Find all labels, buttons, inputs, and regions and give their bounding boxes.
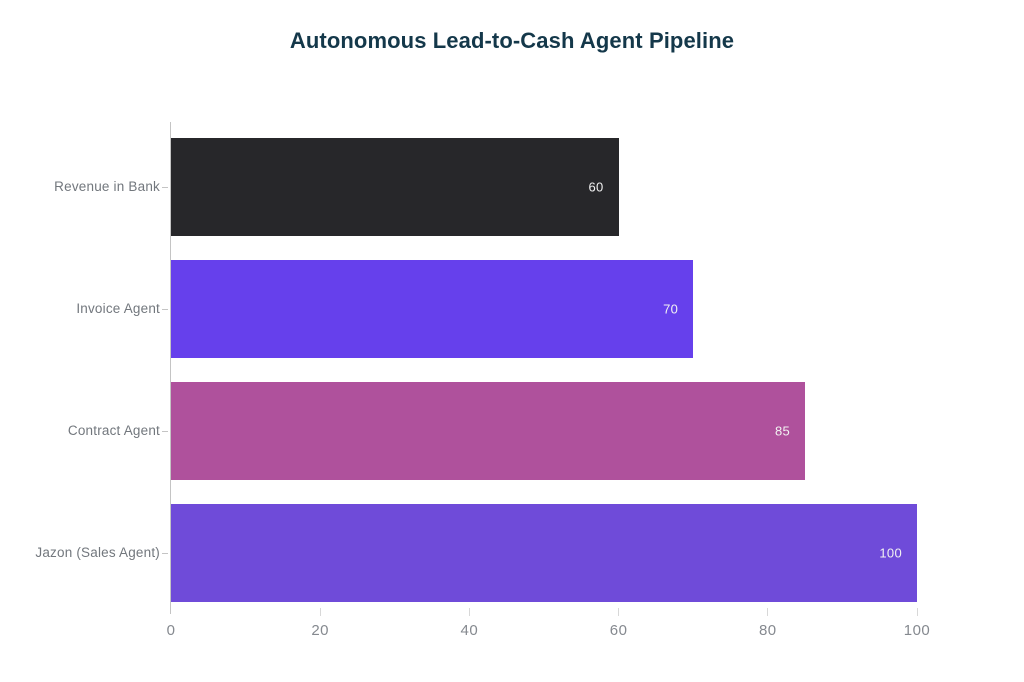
x-tick-mark [468,608,470,616]
x-tick-label: 80 [758,622,777,639]
bar-invoice-agent: 70 [171,260,694,358]
category-tick-mark [162,309,168,310]
bar-value-label: 85 [775,423,791,439]
bar-revenue-in-bank: 60 [171,138,619,236]
category-tick-mark [162,553,168,554]
x-tick-label: 100 [903,622,931,639]
chart-title: Autonomous Lead-to-Cash Agent Pipeline [289,28,735,53]
x-tick-mark [916,608,918,616]
bar-value-label: 70 [663,301,679,317]
x-tick-label: 60 [609,622,628,639]
plot-area: 60 70 85 100 Revenue in Bank Invoice Agent Co… [35,122,930,639]
bar-value-label: 100 [879,545,902,561]
category-label: Invoice Agent [76,301,160,316]
x-tick-label: 20 [311,622,330,639]
y-axis-line [170,122,171,614]
category-label: Revenue in Bank [54,179,160,194]
bar-value-label: 60 [588,179,604,195]
x-tick-mark [618,608,620,616]
x-tick-mark [767,608,769,616]
category-tick-mark [162,431,168,432]
bar-jazon-sales-agent: 100 [171,504,917,602]
x-tick-label: 0 [166,622,176,639]
category-label: Contract Agent [67,423,160,438]
x-tick-label: 40 [460,622,479,639]
category-tick-mark [162,187,168,188]
x-tick-mark [319,608,321,616]
bar-contract-agent: 85 [171,382,806,480]
category-label: Jazon (Sales Agent) [35,545,160,560]
